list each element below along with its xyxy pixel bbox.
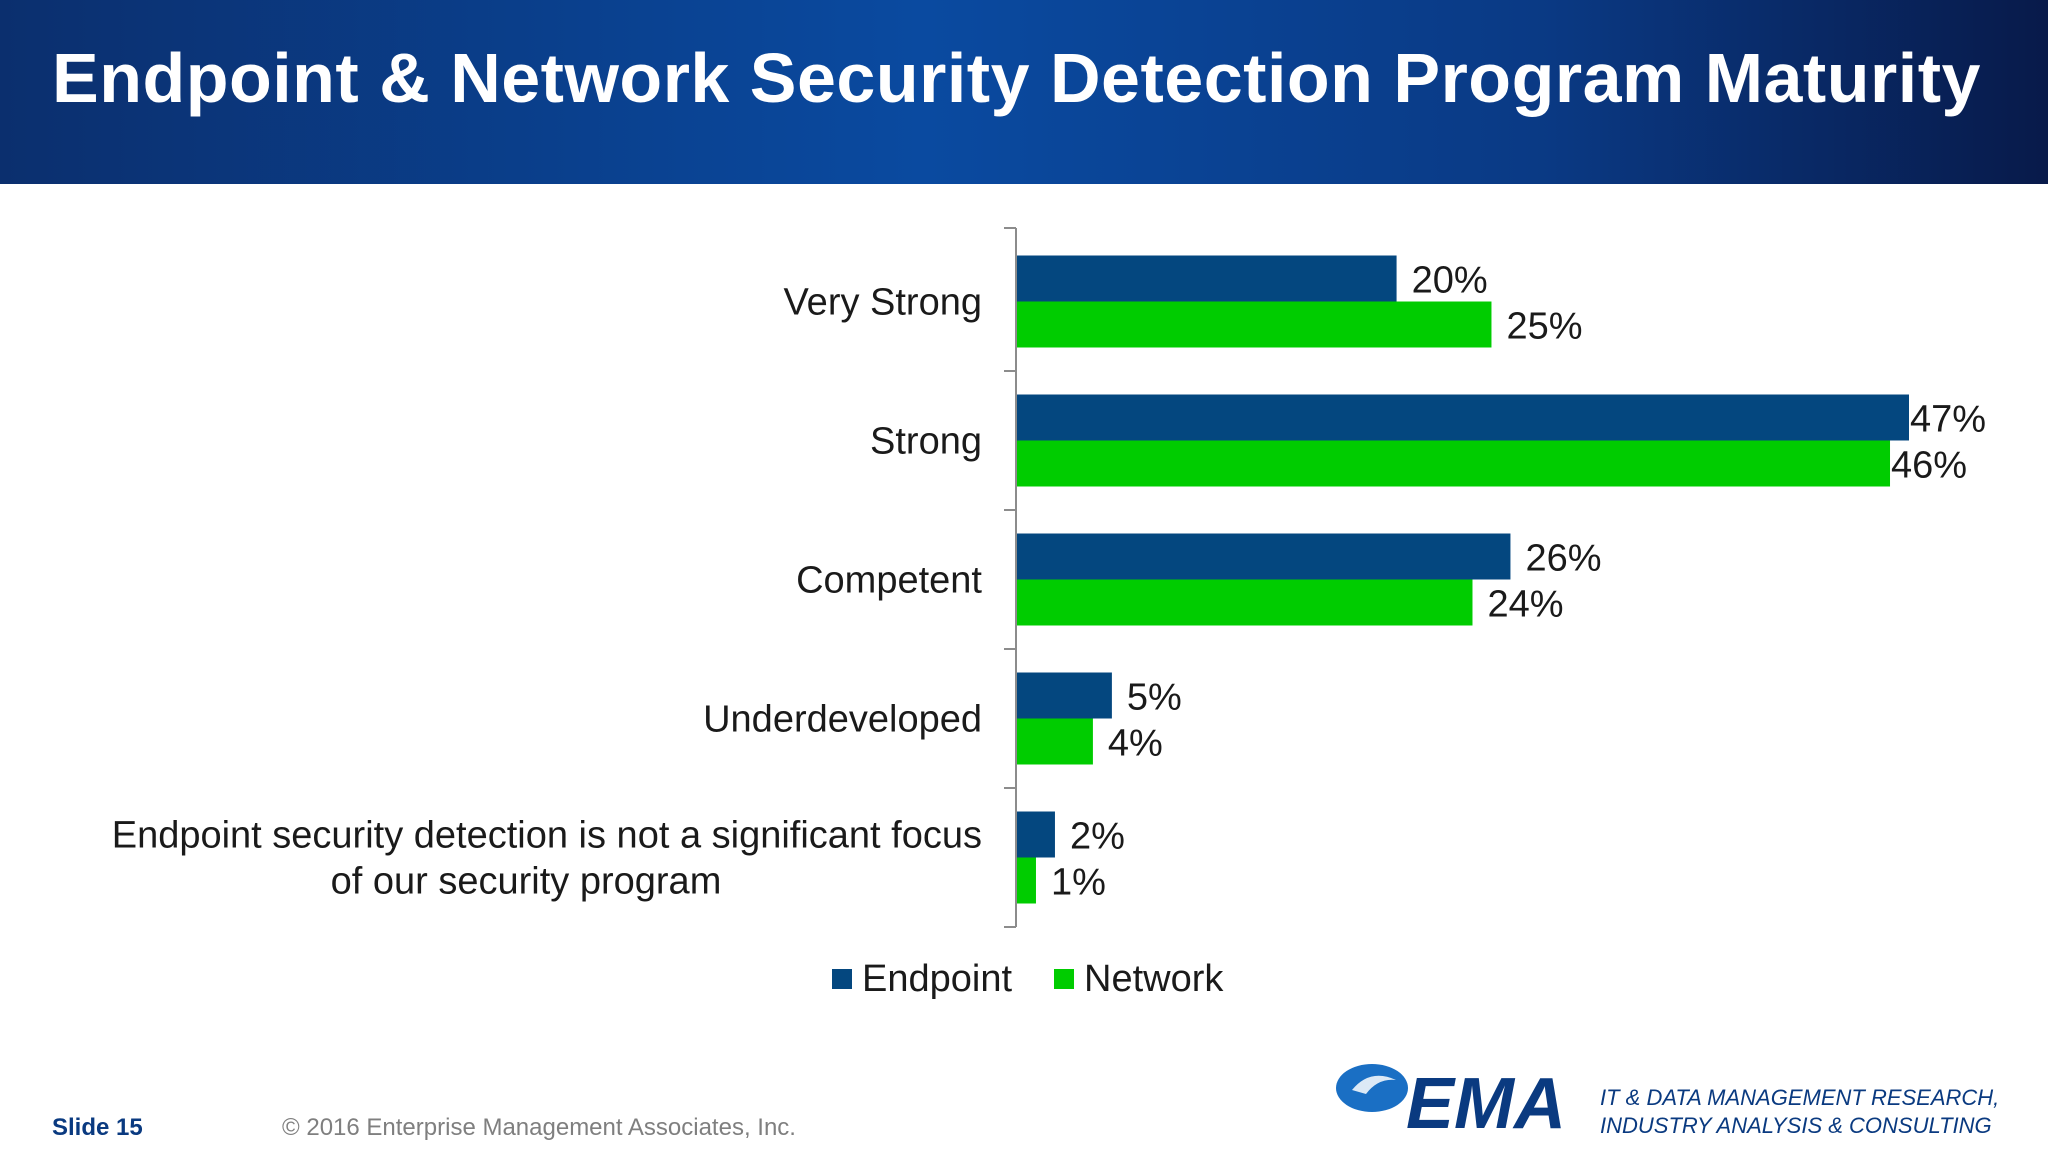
network-value-label: 46% (1891, 445, 1967, 487)
network-bar (1017, 579, 1473, 626)
ema-logo-swoosh (1336, 1064, 1408, 1112)
endpoint-bar (1017, 394, 1909, 441)
network-value-label: 24% (1487, 584, 1563, 626)
endpoint-bar (1017, 255, 1397, 302)
network-bar (1017, 440, 1891, 487)
copyright: © 2016 Enterprise Management Associates,… (282, 1114, 796, 1141)
network-value-label: 1% (1051, 862, 1106, 904)
network-legend-swatch (1054, 969, 1074, 989)
endpoint-legend-swatch (832, 969, 852, 989)
network-value-label: 25% (1506, 306, 1582, 348)
network-value-label: 4% (1108, 723, 1163, 765)
endpoint-value-label: 47% (1910, 399, 1986, 441)
slide-title: Endpoint & Network Security Detection Pr… (52, 39, 1981, 117)
category-label: Very Strong (783, 282, 982, 324)
category-label: Strong (870, 421, 982, 463)
network-bar (1017, 301, 1492, 348)
category-label: Competent (796, 560, 982, 602)
ema-logo: EMA (1336, 1064, 1566, 1140)
endpoint-value-label: 26% (1525, 538, 1601, 580)
endpoint-value-label: 5% (1127, 677, 1182, 719)
company-tagline: IT & DATA MANAGEMENT RESEARCH, INDUSTRY … (1600, 1084, 1999, 1140)
category-label-line: Endpoint security detection is not a sig… (112, 815, 982, 857)
network-bar (1017, 857, 1036, 904)
slide-number: Slide 15 (52, 1114, 143, 1141)
title-bar: Endpoint & Network Security Detection Pr… (0, 0, 2048, 184)
network-legend-label: Network (1084, 958, 1224, 1000)
tagline-line-1: IT & DATA MANAGEMENT RESEARCH, (1600, 1085, 2000, 1110)
endpoint-bar (1017, 811, 1055, 858)
endpoint-bar (1017, 533, 1511, 580)
bar-chart: Very Strong 20% 25% Strong 47%46% Competent 26… (112, 227, 1986, 1000)
category-label: Endpoint security detection is not a sig… (112, 815, 982, 903)
endpoint-value-label: 20% (1412, 260, 1488, 302)
category-label: Underdeveloped (703, 699, 982, 741)
endpoint-bar (1017, 672, 1112, 719)
endpoint-legend-label: Endpoint (862, 958, 1012, 1000)
ema-logo-text: EMA (1406, 1064, 1566, 1140)
category-label-line: of our security program (331, 861, 722, 903)
tagline-line-2: INDUSTRY ANALYSIS & CONSULTING (1600, 1113, 1992, 1138)
network-bar (1017, 718, 1093, 765)
endpoint-value-label: 2% (1070, 816, 1125, 858)
